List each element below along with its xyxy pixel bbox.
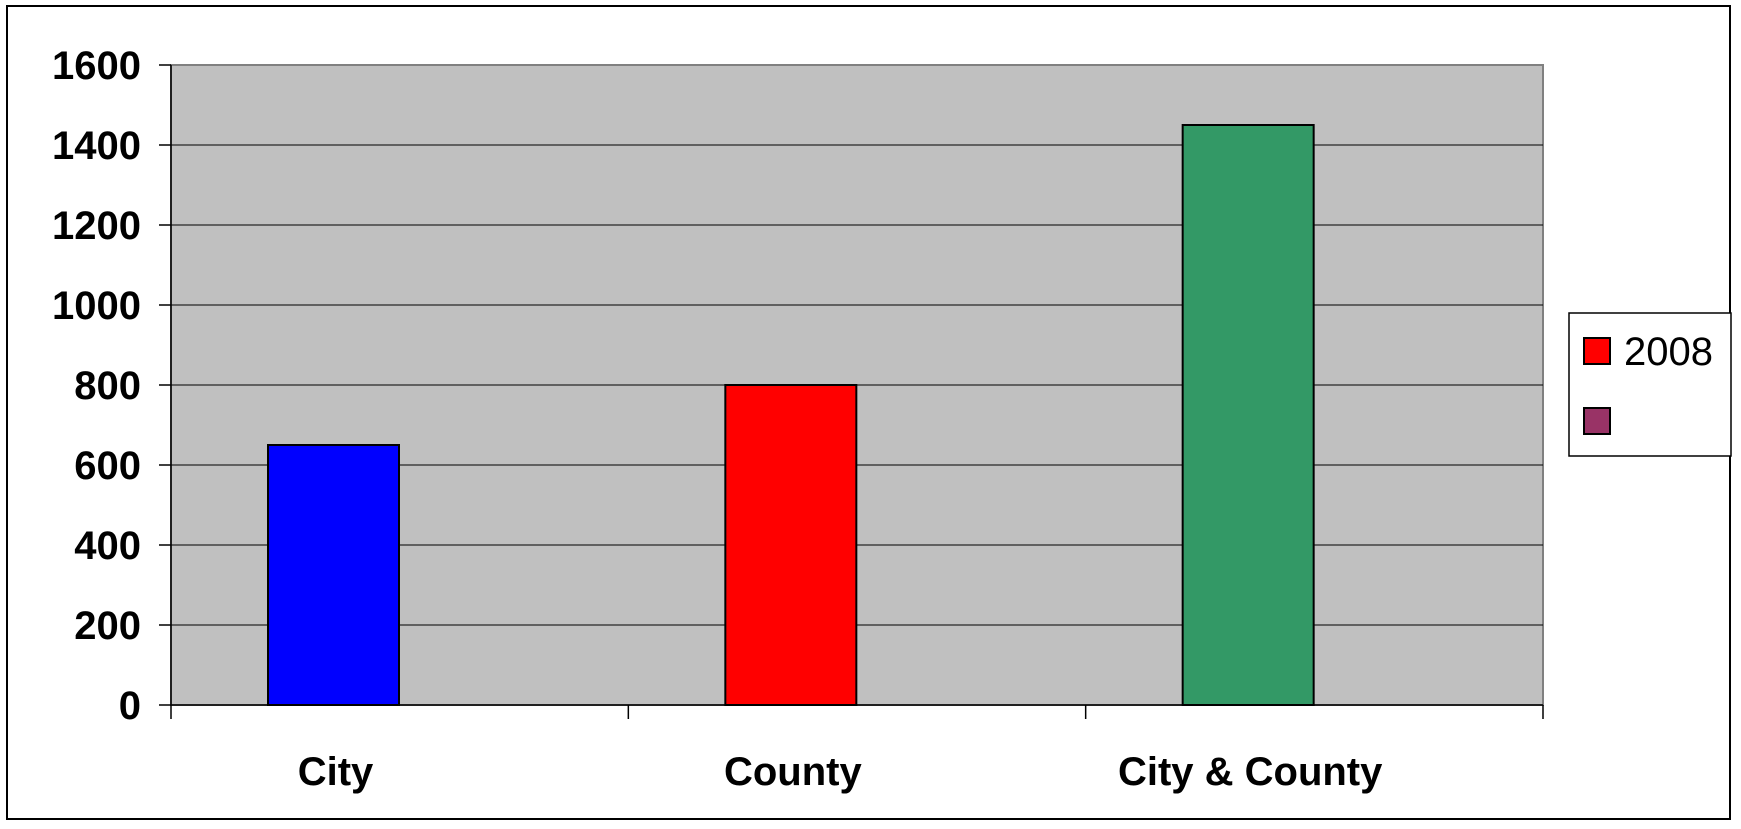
- legend-swatch: [1583, 337, 1611, 365]
- legend-swatch: [1583, 407, 1611, 435]
- y-tick-label: 1200: [52, 204, 141, 248]
- y-tick-label: 1600: [52, 44, 141, 88]
- legend-label: 2008: [1624, 330, 1713, 374]
- y-axis-tick-labels: 0 200 400 600 800 1000 1200 1400 1600: [52, 44, 141, 728]
- x-tick-label: City: [298, 750, 374, 794]
- bar-city-county: [1181, 124, 1315, 706]
- y-tick-label: 600: [74, 444, 141, 488]
- bar-city: [267, 444, 400, 706]
- y-tick-label: 1400: [52, 124, 141, 168]
- axes: [159, 64, 1544, 719]
- y-tick-label: 0: [119, 684, 141, 728]
- x-tick-label: County: [724, 750, 863, 794]
- y-tick-label: 1000: [52, 284, 141, 328]
- y-tick-label: 200: [74, 604, 141, 648]
- y-tick-label: 800: [74, 364, 141, 408]
- y-tick-label: 400: [74, 524, 141, 568]
- x-axis-tick-labels: City County City & County: [298, 750, 1383, 794]
- x-tick-label: City & County: [1118, 750, 1383, 794]
- bar-county: [724, 384, 858, 706]
- legend: 2008: [1568, 312, 1732, 457]
- bars: [267, 124, 1315, 706]
